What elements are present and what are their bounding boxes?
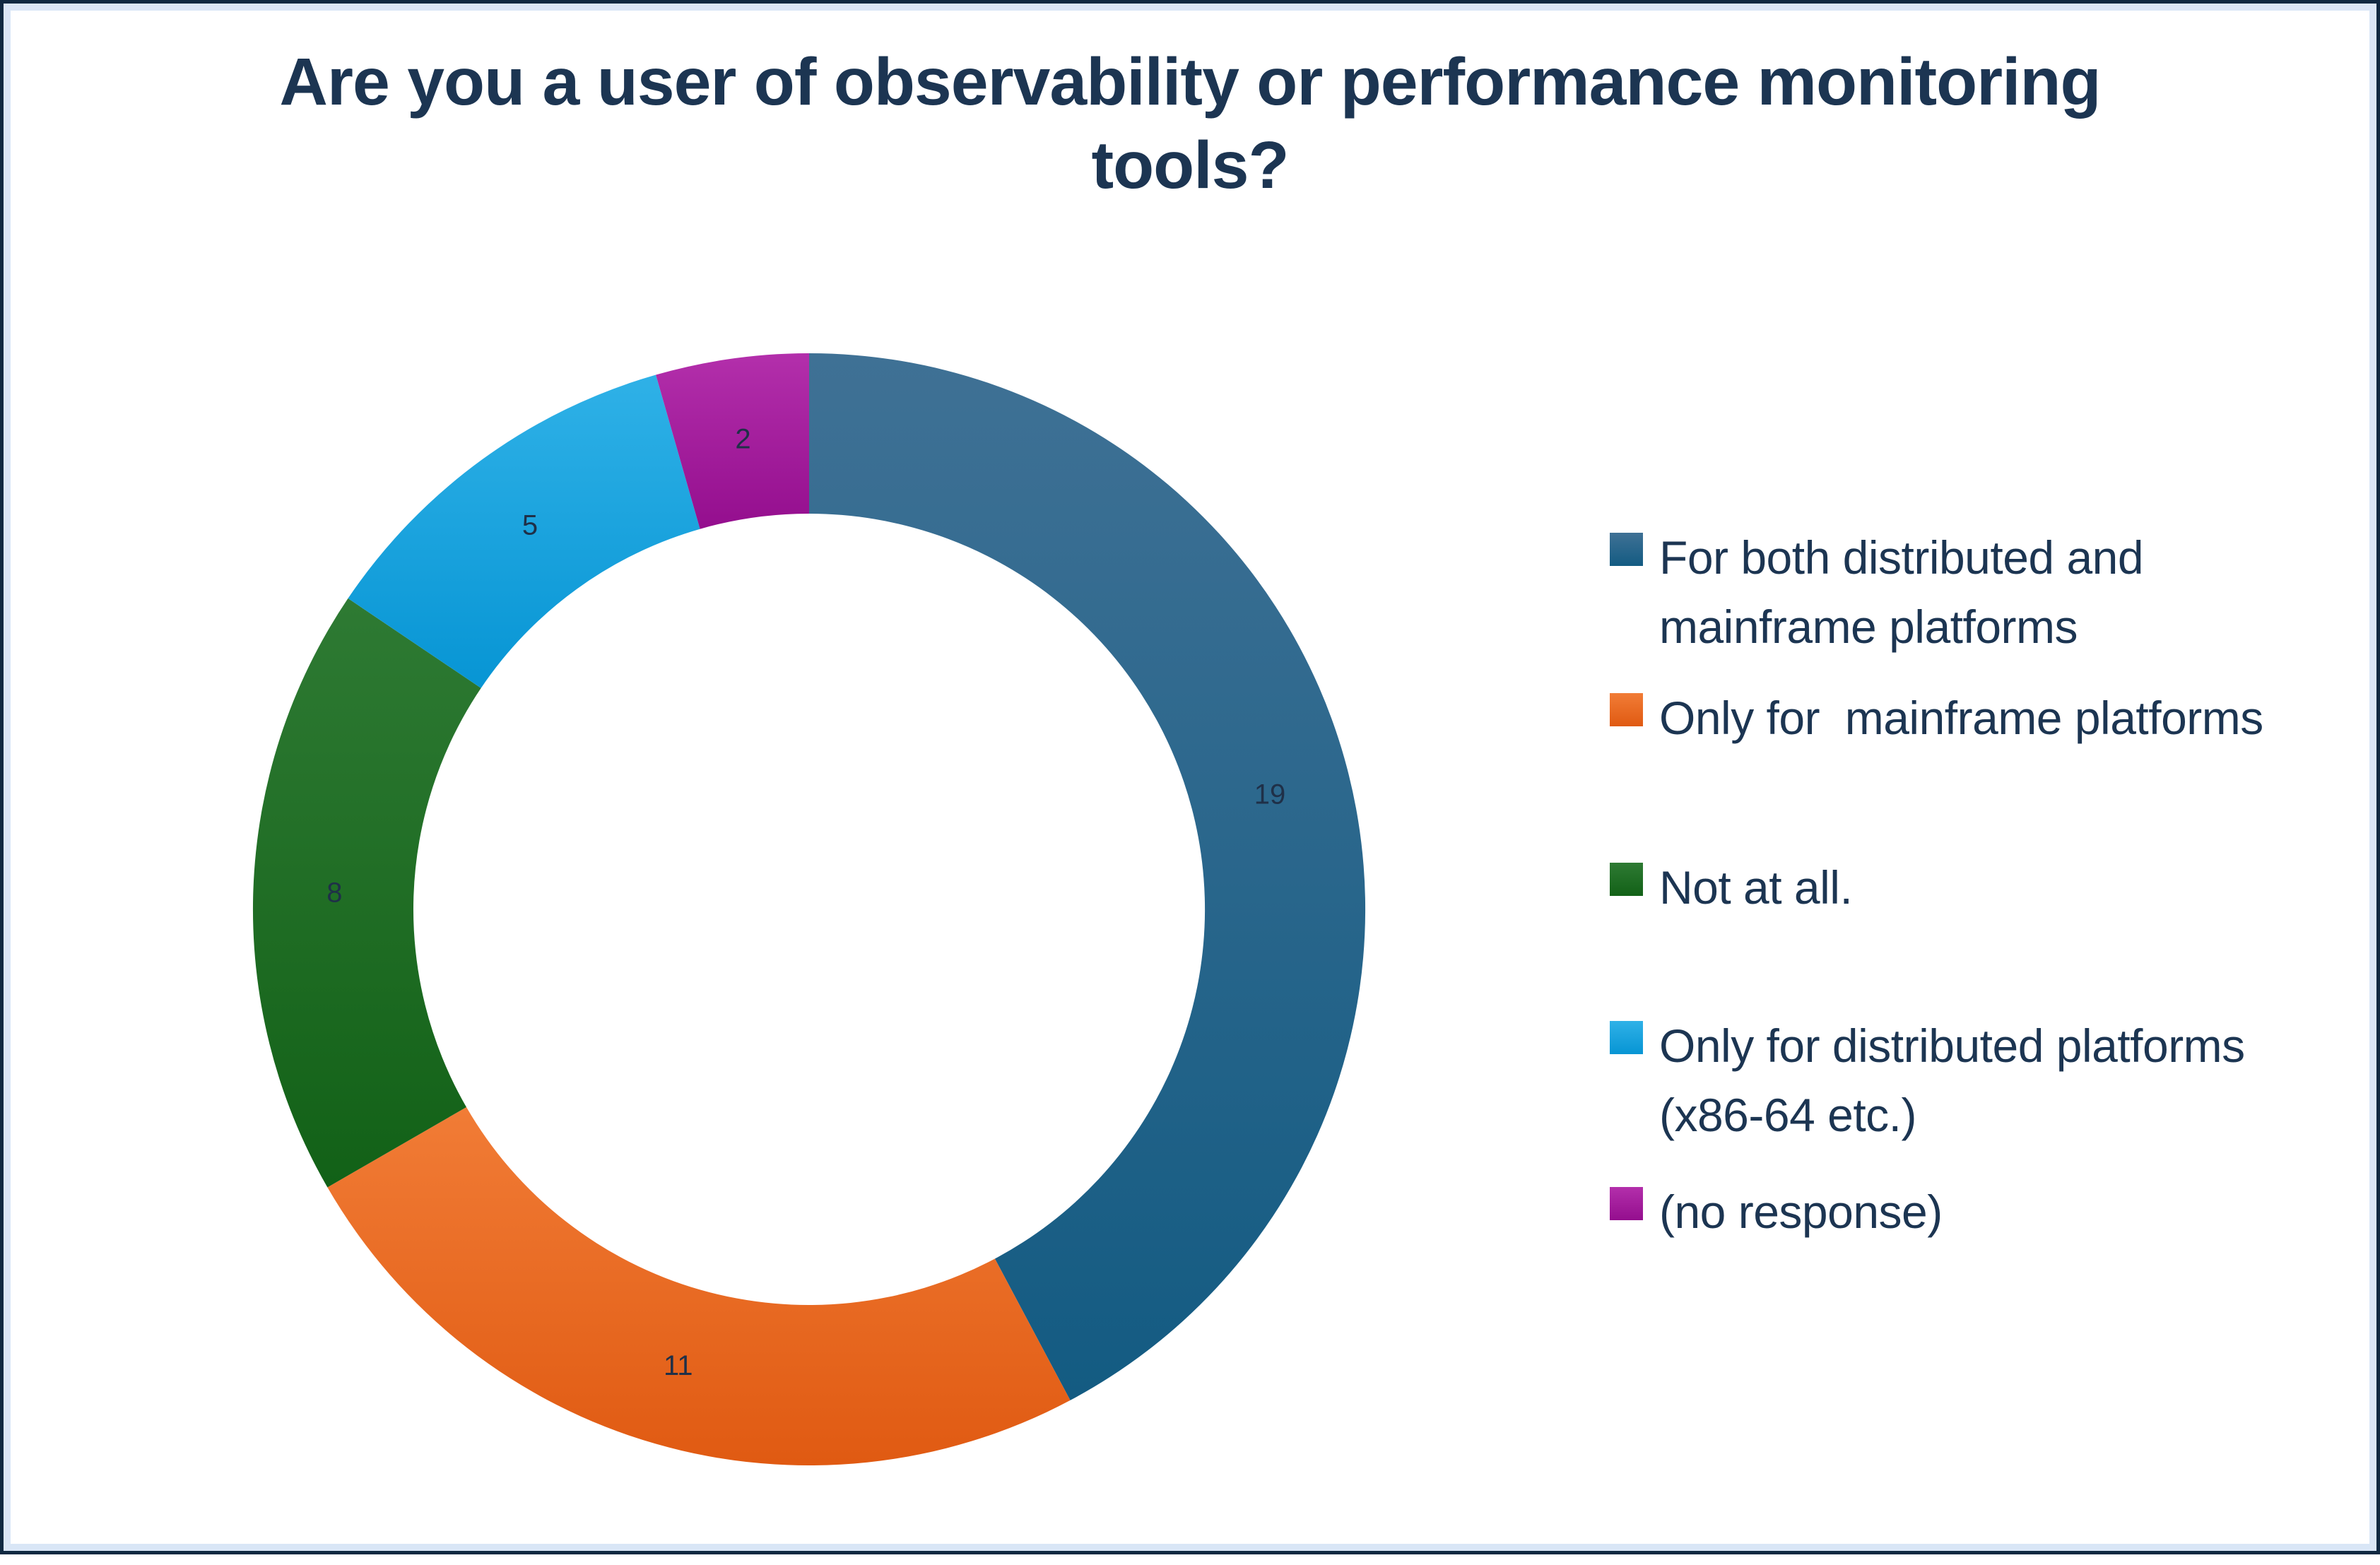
slice-value-label-2: 8: [326, 878, 342, 909]
legend-item-both-platforms: For both distributed and mainframe platf…: [1610, 523, 2144, 661]
legend-item-only-mainframe: Only for mainframe platforms: [1610, 683, 2263, 752]
chart-title: Are you a user of observability or perfo…: [279, 45, 2101, 203]
legend-swatch-only-distributed: [1610, 1021, 1643, 1054]
legend-swatch-not-at-all: [1610, 863, 1643, 896]
legend-label: (no response): [1659, 1186, 1943, 1238]
donut-slice-4: [656, 353, 809, 529]
legend-item-only-distributed: Only for distributed platforms (x86-64 e…: [1610, 1011, 2245, 1150]
legend-label: For both distributed and mainframe platf…: [1659, 531, 2144, 653]
legend-label: Only for distributed platforms (x86-64 e…: [1659, 1020, 2245, 1141]
legend-swatch-only-mainframe: [1610, 693, 1643, 726]
donut-slice-3: [348, 374, 700, 688]
donut-slice-2: [252, 598, 481, 1188]
chart-legend: For both distributed and mainframe platf…: [1610, 11, 2359, 1565]
slice-value-label-1: 11: [664, 1350, 693, 1381]
legend-label: Only for mainframe platforms: [1659, 692, 2263, 744]
legend-swatch-both-platforms: [1610, 533, 1643, 566]
slide-inner-frame: Are you a user of observability or perfo…: [4, 4, 2376, 1551]
slice-value-label-4: 2: [735, 424, 750, 455]
legend-swatch-no-response: [1610, 1187, 1643, 1220]
slice-value-label-0: 19: [1254, 779, 1286, 810]
donut-slice-0: [809, 353, 1366, 1400]
donut-slice-1: [327, 1107, 1071, 1466]
donut-chart: 19 11 8 5 2: [252, 353, 1366, 1466]
slice-value-label-3: 5: [522, 509, 538, 541]
legend-label: Not at all.: [1659, 861, 1853, 914]
legend-item-not-at-all: Not at all.: [1610, 853, 1853, 922]
legend-item-no-response: (no response): [1610, 1177, 1943, 1246]
